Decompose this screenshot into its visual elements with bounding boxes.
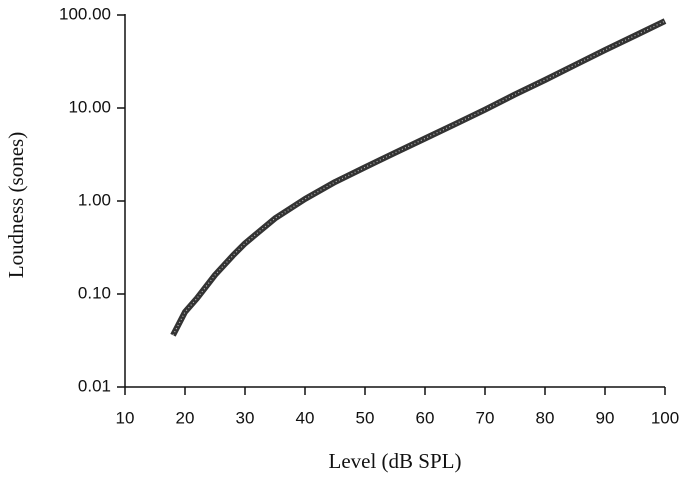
- y-tick-label: 0.10: [78, 283, 111, 302]
- data-line: [170, 18, 667, 337]
- data-line-texture: [172, 20, 666, 336]
- x-tick-label: 70: [476, 408, 495, 427]
- x-axis-title: Level (dB SPL): [329, 449, 462, 473]
- x-tick-label: 90: [596, 408, 615, 427]
- y-tick-label: 1.00: [78, 190, 111, 209]
- y-tick-label: 10.00: [68, 97, 111, 116]
- y-tick-label: 100.00: [59, 4, 111, 23]
- x-tick-label: 10: [116, 408, 135, 427]
- x-tick-label: 30: [236, 408, 255, 427]
- x-tick-label: 50: [356, 408, 375, 427]
- y-axis-title: Loudness (sones): [4, 132, 28, 278]
- x-tick-label: 40: [296, 408, 315, 427]
- y-tick-label: 0.01: [78, 376, 111, 395]
- x-tick-label: 60: [416, 408, 435, 427]
- x-tick-label: 100: [651, 408, 679, 427]
- x-tick-label: 20: [176, 408, 195, 427]
- x-tick-label: 80: [536, 408, 555, 427]
